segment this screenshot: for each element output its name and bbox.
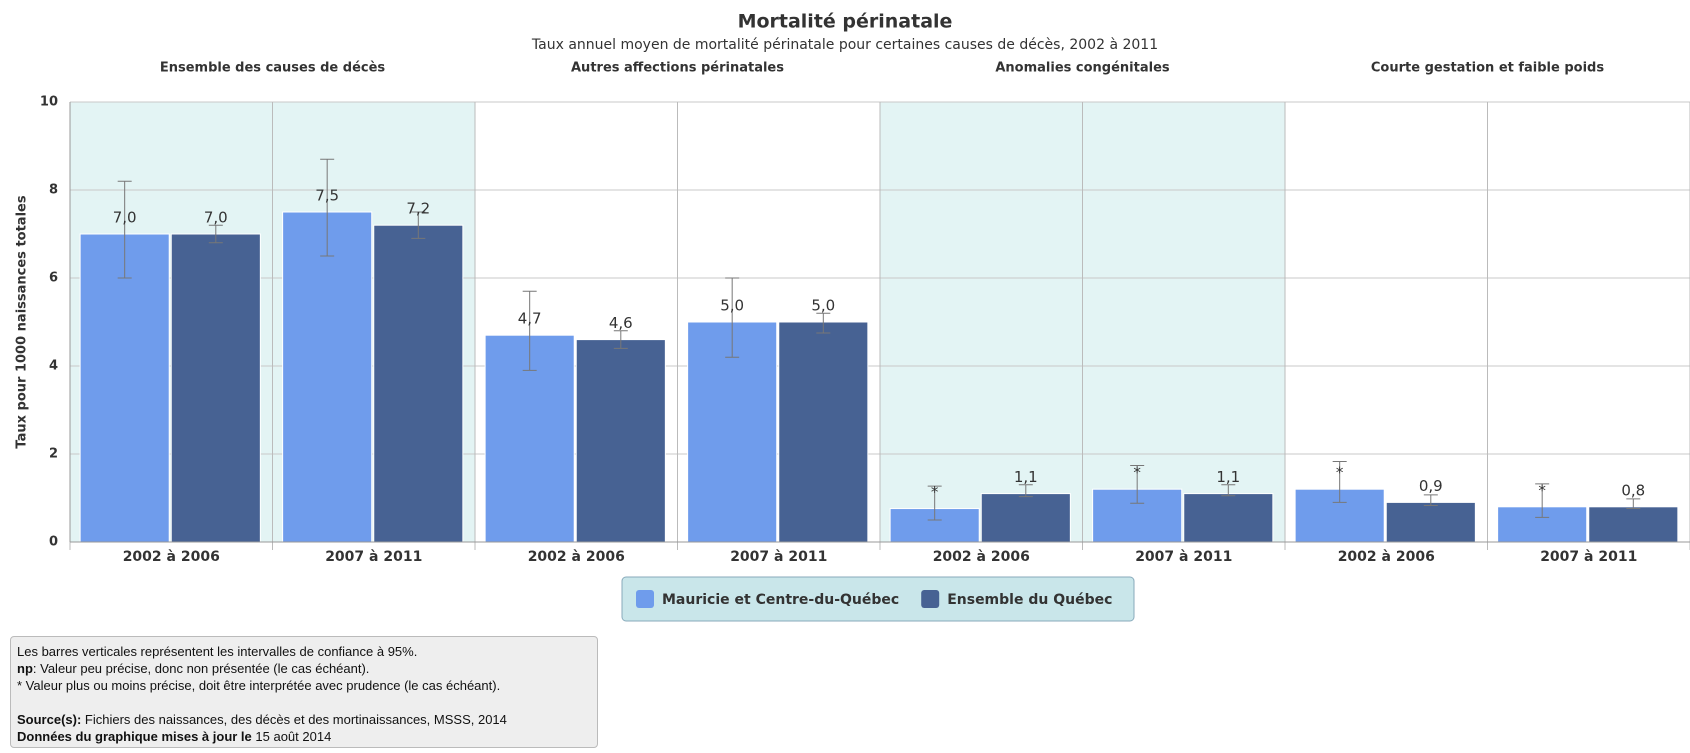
chart-title: Mortalité périnatale: [738, 11, 953, 33]
error-bar: [725, 277, 740, 358]
note: np: Valeur peu précise, donc non présent…: [17, 660, 591, 677]
error-bar: [816, 312, 831, 334]
y-tick-label: 4: [49, 359, 58, 374]
data-label: *: [1538, 481, 1546, 499]
source: Source(s): Fichiers des naissances, des …: [17, 711, 591, 728]
error-bar: [1221, 484, 1236, 497]
bar: [980, 493, 1071, 543]
y-tick-label: 0: [49, 535, 58, 550]
data-label: 0,8: [1621, 481, 1645, 499]
note-bold: np: [17, 661, 33, 676]
x-tick-label: 2007 à 2011: [1135, 549, 1232, 565]
y-tick-label: 2: [49, 447, 58, 462]
data-label: 7,0: [113, 209, 137, 227]
bar: [1183, 493, 1274, 543]
error-bar: [613, 330, 628, 349]
note-text: Fichiers des naissances, des décès et de…: [81, 712, 507, 727]
data-label: 1,1: [1014, 468, 1038, 486]
note-text: : Valeur peu précise, donc non présentée…: [32, 661, 370, 676]
data-label: 7,2: [406, 200, 430, 218]
legend-swatch: [636, 590, 654, 608]
group-label: Courte gestation et faible poids: [1371, 61, 1604, 76]
bar: [282, 211, 373, 543]
legend-box: [621, 576, 1135, 622]
data-label: 4,7: [518, 310, 542, 328]
legend-label: Mauricie et Centre-du-Québec: [662, 592, 899, 608]
x-tick-label: 2007 à 2011: [325, 549, 422, 565]
error-bar: [117, 180, 132, 279]
data-label: 1,1: [1216, 468, 1240, 486]
data-label: 0,9: [1419, 477, 1443, 495]
group-label: Anomalies congénitales: [995, 61, 1170, 76]
chart: Mortalité périnatale Taux annuel moyen d…: [15, 11, 1690, 622]
error-bar: [208, 224, 223, 244]
error-bar: [927, 485, 942, 521]
bar: [575, 339, 666, 543]
bar: [1385, 501, 1476, 543]
bar: [373, 224, 464, 543]
error-bar: [1626, 498, 1641, 510]
note-bold: Source(s):: [17, 712, 82, 727]
footnote: Les barres verticales représentent les i…: [10, 636, 598, 748]
bar: [170, 233, 261, 543]
x-tick-label: 2002 à 2006: [933, 549, 1030, 565]
bar: [687, 321, 778, 543]
data-label: 5,0: [811, 297, 835, 315]
x-tick-label: 2002 à 2006: [1338, 549, 1435, 565]
data-label: 5,0: [720, 297, 744, 315]
data-label: 4,6: [609, 314, 633, 332]
legend-swatch: [921, 590, 940, 608]
note-text: 15 août 2014: [251, 729, 332, 744]
y-tick-label: 8: [49, 183, 58, 198]
error-bar: [1423, 494, 1438, 506]
note-bold: Données du graphique mises à jour le: [17, 729, 252, 744]
y-tick-label: 6: [49, 271, 58, 286]
legend-label: Ensemble du Québec: [947, 592, 1112, 608]
x-tick-label: 2002 à 2006: [528, 549, 625, 565]
data-label: *: [931, 483, 939, 501]
data-label: *: [1133, 464, 1141, 482]
y-axis-label: Taux pour 1000 naissances totales: [15, 195, 30, 448]
updated: Données du graphique mises à jour le 15 …: [17, 728, 591, 745]
error-bar: [1535, 483, 1550, 518]
error-bar: [522, 290, 537, 371]
note: * Valeur plus ou moins précise, doit êtr…: [17, 678, 501, 693]
error-bar: [1130, 464, 1145, 504]
data-label: 7,0: [204, 209, 228, 227]
data-label: *: [1336, 464, 1344, 482]
bar: [1588, 506, 1679, 543]
group-label: Autres affections périnatales: [571, 61, 784, 76]
x-tick-label: 2007 à 2011: [730, 549, 827, 565]
x-tick-label: 2002 à 2006: [123, 549, 220, 565]
data-label: 7,5: [315, 187, 339, 205]
group-label: Ensemble des causes de décès: [160, 61, 386, 76]
error-bar: [411, 211, 426, 239]
y-tick-label: 10: [40, 95, 58, 110]
error-bar: [1332, 460, 1347, 503]
chart-subtitle: Taux annuel moyen de mortalité périnatal…: [531, 37, 1158, 53]
error-bar: [320, 158, 335, 257]
x-tick-label: 2007 à 2011: [1540, 549, 1637, 565]
note: Les barres verticales représentent les i…: [17, 644, 418, 659]
bar: [778, 321, 869, 543]
error-bar: [1018, 484, 1033, 498]
bar: [79, 233, 170, 543]
